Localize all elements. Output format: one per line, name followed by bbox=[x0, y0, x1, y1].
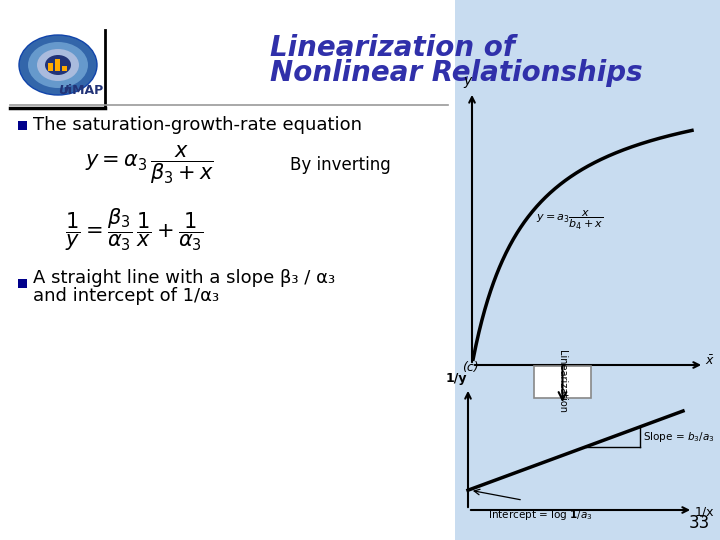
Text: $y = \alpha_3\, \dfrac{x}{\beta_3 + x}$: $y = \alpha_3\, \dfrac{x}{\beta_3 + x}$ bbox=[85, 144, 214, 186]
Text: Linearization: Linearization bbox=[557, 350, 567, 414]
Bar bbox=[18, 279, 27, 288]
Text: 1/x: 1/x bbox=[695, 505, 714, 518]
Text: and intercept of 1/α₃: and intercept of 1/α₃ bbox=[33, 287, 219, 305]
Bar bbox=[48, 63, 53, 71]
Text: y: y bbox=[463, 74, 471, 88]
Ellipse shape bbox=[37, 49, 79, 81]
Bar bbox=[62, 66, 67, 71]
Ellipse shape bbox=[45, 55, 71, 75]
Text: Intercept = log $\mathbf{1}/a_3$: Intercept = log $\mathbf{1}/a_3$ bbox=[488, 508, 593, 522]
Ellipse shape bbox=[28, 42, 88, 88]
Text: 1/y: 1/y bbox=[445, 372, 467, 385]
Text: Linearization of: Linearization of bbox=[270, 34, 515, 62]
Bar bbox=[55, 59, 60, 71]
Bar bbox=[18, 121, 27, 130]
Text: iMAP: iMAP bbox=[68, 84, 103, 97]
Text: (c): (c) bbox=[462, 361, 479, 374]
Bar bbox=[455, 0, 720, 540]
Text: 33: 33 bbox=[689, 514, 710, 532]
Text: $\dfrac{1}{y} = \dfrac{\beta_3}{\alpha_3}\, \dfrac{1}{x} + \dfrac{1}{\alpha_3}$: $\dfrac{1}{y} = \dfrac{\beta_3}{\alpha_3… bbox=[65, 207, 204, 253]
Text: n: n bbox=[63, 85, 70, 95]
Text: A straight line with a slope β₃ / α₃: A straight line with a slope β₃ / α₃ bbox=[33, 269, 335, 287]
Ellipse shape bbox=[19, 35, 97, 95]
FancyBboxPatch shape bbox=[534, 366, 591, 398]
Text: By inverting: By inverting bbox=[290, 156, 391, 174]
Text: Slope = $b_3/a_3$: Slope = $b_3/a_3$ bbox=[643, 430, 714, 444]
Text: The saturation-growth-rate equation: The saturation-growth-rate equation bbox=[33, 116, 362, 134]
Text: Nonlinear Relationships: Nonlinear Relationships bbox=[270, 59, 643, 87]
Text: $y = a_3\dfrac{x}{b_4+x}$: $y = a_3\dfrac{x}{b_4+x}$ bbox=[536, 208, 603, 232]
Text: $\bar{x}$: $\bar{x}$ bbox=[705, 354, 715, 368]
Text: U: U bbox=[58, 84, 68, 97]
